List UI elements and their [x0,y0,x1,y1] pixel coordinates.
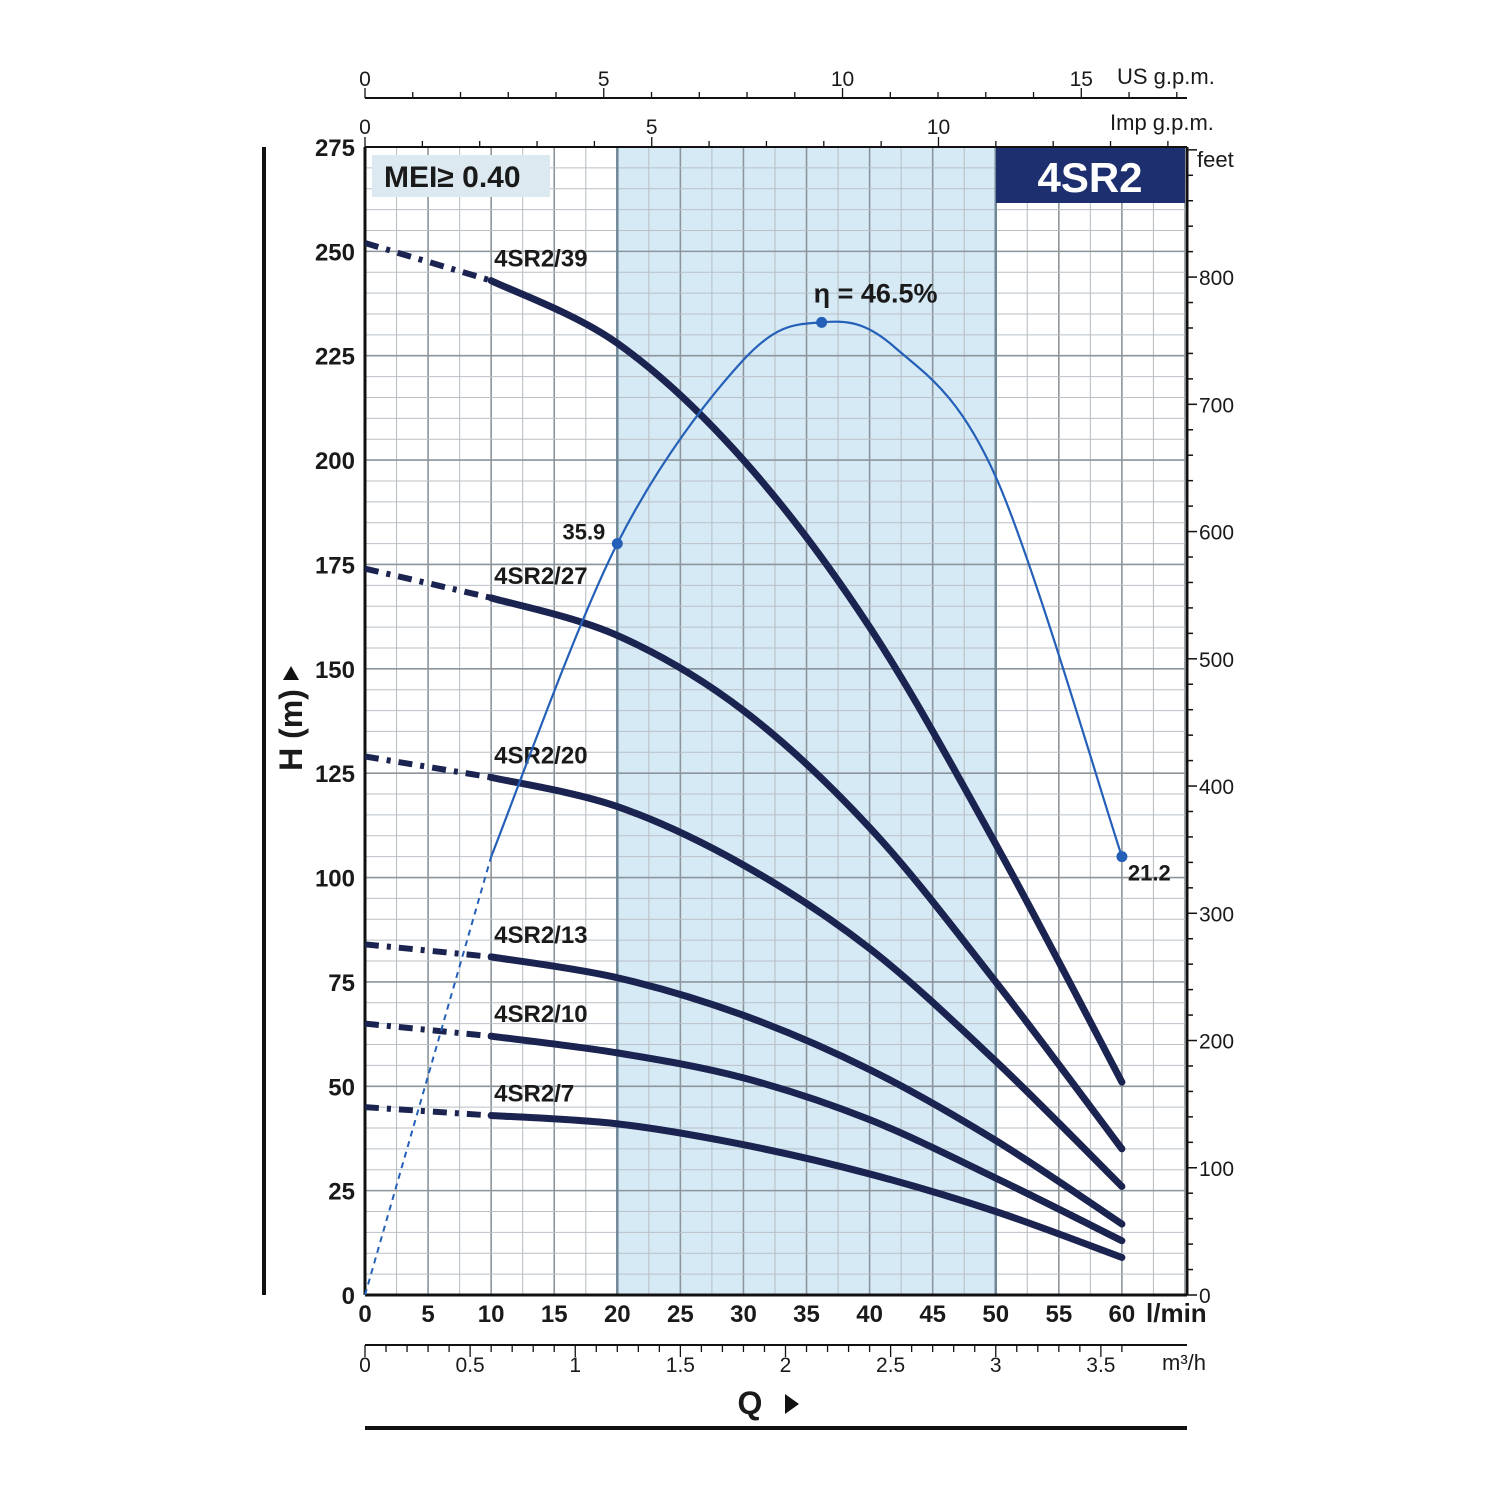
curve-label-4SR2-39: 4SR2/39 [494,246,587,273]
mei-badge: MEI≥ 0.40 [384,161,521,194]
curve-4SR2-10 [487,1032,1126,1245]
feet-tick-label: 0 [1199,1285,1211,1308]
efficiency-marker [611,538,623,550]
y-tick-label: 25 [328,1179,355,1206]
curve-4SR2-20 [487,773,1126,1190]
curve-label-4SR2-13: 4SR2/13 [494,922,587,949]
x-tick-label: 30 [730,1301,757,1328]
us-gpm-tick-label: 10 [831,68,854,91]
feet-tick-label: 600 [1199,522,1234,545]
feet-axis-ticks: 0 100 200 300 400 500 600 700 800 [1187,149,1234,1308]
mei-badge-bg [372,155,550,197]
curve-label-4SR2-20: 4SR2/20 [494,742,587,769]
x-axis-ticks: 0 5 10 15 20 25 30 35 40 45 50 55 60 [358,1301,1135,1328]
y-tick-label: 225 [315,344,355,371]
efficiency-marker [1116,851,1128,863]
m3h-tick-label: 2 [780,1354,792,1377]
imp-gpm-axis-unit: Imp g.p.m. [1110,110,1214,135]
m3h-axis-ticks: 0 0.5 1 1.5 2 2.5 3 3.5 [359,1345,1123,1377]
x-axis-unit: l/min [1146,1298,1207,1328]
m3h-tick-label: 1 [569,1354,581,1377]
x-axis-title: Q [738,1385,763,1421]
x-tick-label: 0 [358,1301,371,1328]
m3h-tick-label: 3.5 [1086,1354,1115,1377]
curve-dashed-4SR2-10 [365,1020,492,1040]
y-tick-label: 75 [328,970,355,997]
grid [365,147,1185,1295]
curve-4SR2-27 [487,594,1126,1153]
x-tick-label: 25 [667,1301,694,1328]
x-tick-label: 5 [421,1301,434,1328]
feet-tick-label: 500 [1199,649,1234,672]
feet-tick-label: 300 [1199,903,1234,926]
curve-dashed-4SR2-7 [365,1104,492,1119]
y-axis-ticks: 0 25 50 75 100 125 150 175 200 225 250 275 [315,135,355,1310]
feet-axis-unit: feet [1197,147,1234,172]
curve-label-4SR2-7: 4SR2/7 [494,1080,574,1107]
m3h-tick-label: 2.5 [876,1354,905,1377]
feet-tick-label: 100 [1199,1158,1234,1181]
imp-gpm-tick-label: 10 [927,116,950,139]
curve-dashed-4SR2-13 [365,941,492,960]
y-tick-label: 250 [315,239,355,266]
m3h-tick-label: 3 [990,1354,1002,1377]
curve-4SR2-13 [487,953,1126,1228]
curve-label-4SR2-10: 4SR2/10 [494,1001,587,1028]
curve-dashed-4SR2-39 [365,240,493,284]
y-axis-arrow-icon [283,666,299,680]
curve-dashed-4SR2-27 [365,565,492,601]
efficiency-peak-label: η = 46.5% [814,278,938,308]
curve-4SR2-39 [487,277,1126,1086]
x-tick-label: 60 [1109,1301,1136,1328]
curve-label-4SR2-27: 4SR2/27 [494,563,587,590]
y-tick-label: 275 [315,135,355,162]
x-tick-label: 45 [919,1301,946,1328]
y-axis-title: H (m) [273,689,309,771]
x-tick-label: 55 [1045,1301,1072,1328]
y-tick-label: 175 [315,552,355,579]
y-tick-label: 150 [315,657,355,684]
us-gpm-axis-ticks: 0 5 10 15 [359,68,1178,98]
y-tick-label: 50 [328,1074,355,1101]
imp-gpm-tick-label: 5 [646,116,658,139]
x-tick-label: 10 [478,1301,505,1328]
efficiency-point-label: 35.9 [562,520,605,545]
pump-curve-labels: 4SR2/39 4SR2/27 4SR2/20 4SR2/13 4SR2/10 4SR2/… [494,246,587,1108]
x-tick-label: 40 [856,1301,883,1328]
y-tick-label: 0 [342,1283,355,1310]
efficiency-curve-group: 35.9 21.2 η = 46.5% [364,278,1171,1296]
x-axis-arrow-icon [785,1394,799,1414]
x-tick-label: 20 [604,1301,631,1328]
feet-tick-label: 800 [1199,267,1234,290]
us-gpm-axis-unit: US g.p.m. [1117,64,1215,89]
y-tick-label: 100 [315,866,355,893]
feet-tick-label: 700 [1199,394,1234,417]
m3h-tick-label: 1.5 [666,1354,695,1377]
curve-dashed-4SR2-20 [365,753,492,781]
y-tick-label: 125 [315,761,355,788]
x-tick-label: 15 [541,1301,568,1328]
model-title-bg [996,148,1185,203]
x-tick-label: 50 [982,1301,1009,1328]
curve-4SR2-7 [487,1111,1126,1261]
m3h-axis-unit: m³/h [1162,1350,1206,1375]
x-tick-label: 35 [793,1301,820,1328]
us-gpm-tick-label: 5 [598,68,610,91]
m3h-tick-label: 0.5 [456,1354,485,1377]
feet-tick-label: 400 [1199,776,1234,799]
feet-tick-label: 200 [1199,1031,1234,1054]
y-tick-label: 200 [315,448,355,475]
efficiency-marker [816,316,828,328]
m3h-tick-label: 0 [359,1354,371,1377]
imp-gpm-tick-label: 0 [359,116,371,139]
efficiency-point-label: 21.2 [1128,861,1171,886]
us-gpm-tick-label: 15 [1070,68,1093,91]
imp-gpm-axis-ticks: 0 5 10 [359,116,1169,147]
model-title: 4SR2 [1037,154,1142,201]
us-gpm-tick-label: 0 [359,68,371,91]
pump-curves [365,240,1126,1261]
